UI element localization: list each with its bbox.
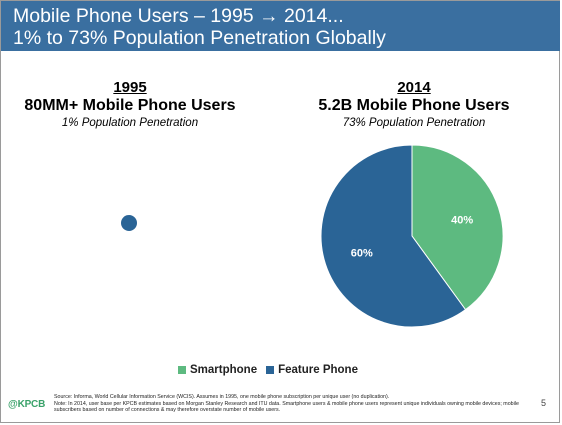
header-title-line2: 1% to 73% Population Penetration Globall…	[13, 27, 386, 49]
footer-source: Source: Informa, World Cellular Informat…	[54, 394, 390, 400]
legend-label-smartphone: Smartphone	[190, 364, 258, 376]
users-1995-label: 80MM+ Mobile Phone Users	[24, 97, 236, 114]
slide-header: Mobile Phone Users – 1995 → 2014... 1% t…	[1, 1, 560, 51]
legend-item-smartphone: Smartphone	[178, 364, 257, 376]
year-1995-label: 1995	[113, 79, 147, 96]
footer-note: Note: In 2014, user base per KPCB estima…	[54, 400, 519, 414]
legend-label-feature-phone: Feature Phone	[278, 364, 358, 376]
header-title-line1: Mobile Phone Users – 1995 → 2014...	[13, 5, 344, 27]
footer-notes: Source: Informa, World Cellular Informat…	[54, 394, 532, 414]
pie-1995-slice-feature-phone	[121, 215, 137, 231]
legend-swatch-smartphone	[178, 366, 186, 374]
legend-item-feature-phone: Feature Phone	[266, 364, 358, 376]
penetration-1995-label: 1% Population Penetration	[61, 117, 199, 129]
column-2014: 2014 5.2B Mobile Phone Users 73% Populat…	[284, 79, 544, 130]
kpcb-logo-text: KPCB	[17, 399, 46, 410]
column-1995: 1995 80MM+ Mobile Phone Users 1% Populat…	[0, 79, 260, 130]
chart-legend: Smartphone Feature Phone	[178, 364, 367, 376]
data-label-smartphone: 40%	[451, 215, 473, 227]
pie-2014-slice-smartphone	[411, 144, 504, 311]
year-2014-label: 2014	[397, 79, 431, 96]
kpcb-logo: @KPCB	[8, 399, 46, 410]
page-number: 5	[541, 398, 547, 408]
penetration-2014-label: 73% Population Penetration	[342, 117, 486, 129]
users-2014-label: 5.2B Mobile Phone Users	[318, 97, 510, 114]
legend-swatch-feature-phone	[266, 366, 275, 374]
data-label-feature-phone: 60%	[351, 247, 373, 259]
pie-2014-slice-feature-phone	[320, 144, 467, 328]
